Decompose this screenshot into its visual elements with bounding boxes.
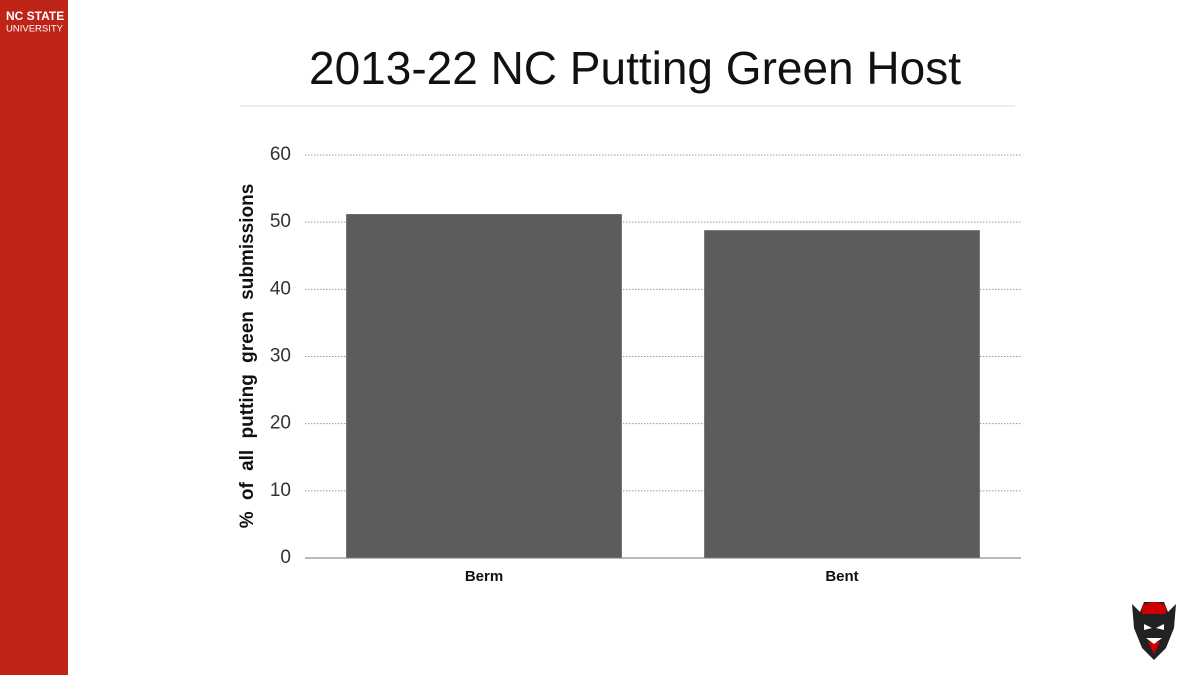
- x-tick-label: Bent: [825, 568, 858, 585]
- bar: [346, 214, 622, 558]
- y-tick-label: 20: [270, 413, 291, 434]
- y-tick-label: 50: [270, 211, 291, 232]
- y-tick-label: 40: [270, 278, 291, 299]
- y-tick-label: 10: [270, 480, 291, 501]
- x-tick-label: Berm: [465, 568, 503, 585]
- y-tick-label: 0: [280, 547, 291, 568]
- y-axis-label: % of all putting green submissions: [237, 184, 258, 529]
- y-tick-label: 60: [270, 144, 291, 165]
- chart-title: 2013-22 NC Putting Green Host: [309, 42, 961, 94]
- bar: [704, 230, 980, 558]
- y-tick-label: 30: [270, 346, 291, 367]
- wolf-logo: [1132, 602, 1176, 660]
- brand-line2: UNIVERSITY: [6, 24, 64, 35]
- sidebar: [0, 0, 68, 675]
- brand-line1: NC STATE: [6, 9, 64, 23]
